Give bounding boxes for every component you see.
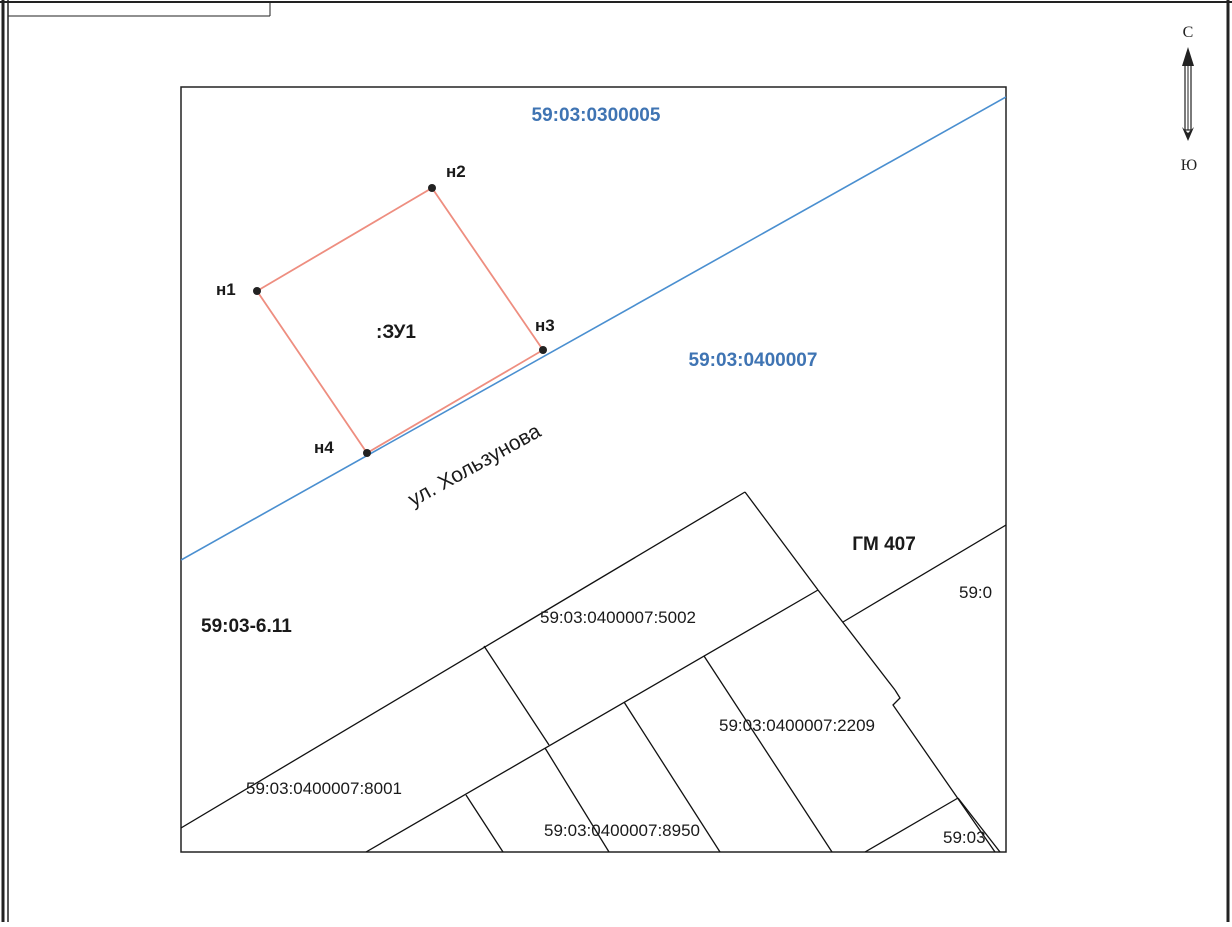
parcel-points [253, 184, 547, 457]
parcel-8001-label: 59:03:0400007:8001 [246, 779, 402, 798]
parcel-5002-east-edge [744, 491, 819, 591]
point-n2-marker [428, 184, 436, 192]
point-n4-label: н4 [314, 438, 334, 457]
parcel-8950-label: 59:03:0400007:8950 [544, 821, 700, 840]
point-n3-marker [539, 346, 547, 354]
parcel-boundaries [181, 491, 1006, 852]
parcel-row-divider [365, 589, 819, 852]
point-n2-label: н2 [446, 162, 466, 181]
parcel-2209-north-edge [817, 589, 896, 691]
parcel-5002-label: 59:03:0400007:5002 [540, 608, 696, 627]
parcel-8001-east-edge [465, 794, 504, 852]
parcel-corner-edge [864, 797, 959, 852]
parcel-2209-east-edge [892, 689, 996, 852]
parcel-edge-label-bottom: 59:03 [943, 828, 986, 847]
parcel-5002-west-edge [483, 645, 550, 746]
north-arrow-head [1182, 47, 1194, 66]
point-n1-label: н1 [216, 280, 236, 299]
map-frame [180, 86, 1007, 853]
north-arrow-icon: С Ю [1181, 24, 1197, 174]
parcel-corner-edge-2 [957, 797, 1001, 852]
quarter-label-north: 59:03:0300005 [532, 105, 661, 126]
hm-zone-label: ГМ 407 [852, 534, 916, 555]
north-arrow-tail [1182, 127, 1194, 141]
north-label: С [1183, 24, 1194, 41]
parcel-2209-west-edge [703, 655, 833, 852]
point-n4-marker [363, 449, 371, 457]
south-label: Ю [1181, 157, 1197, 174]
parcel-8950-west-edge [544, 747, 610, 852]
parcel-8950-east-edge [623, 701, 721, 852]
quarter-label-south: 59:03:0400007 [689, 350, 818, 371]
point-n3-label: н3 [535, 316, 555, 335]
point-n1-marker [253, 287, 261, 295]
parcel-edge-label-top: 59:0 [959, 583, 992, 602]
territorial-zone-label: 59:03-6.11 [201, 616, 292, 637]
map-content [181, 96, 1006, 852]
block-northwest-edge [181, 491, 746, 829]
new-parcel-label: :ЗУ1 [376, 322, 416, 343]
parcel-2209-label: 59:03:0400007:2209 [719, 716, 875, 735]
road-hm-line [842, 524, 1006, 623]
quarter-boundary-line [181, 96, 1006, 561]
